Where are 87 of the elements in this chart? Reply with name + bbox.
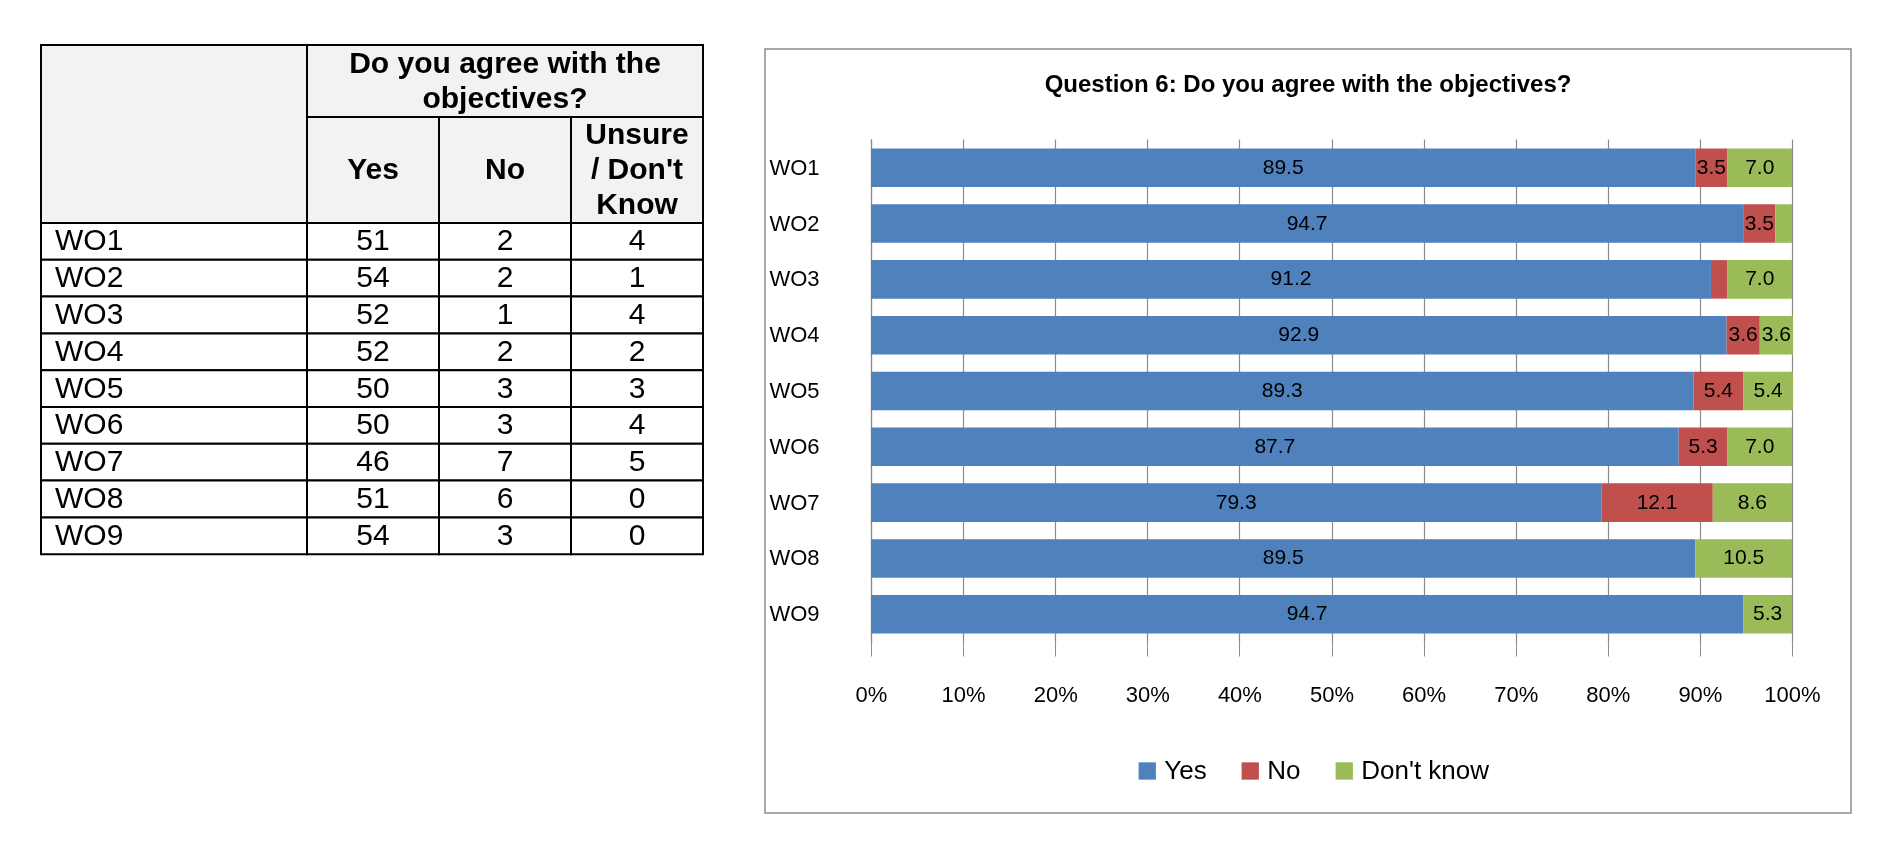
- data-label: 2: [628, 333, 646, 367]
- data-label: 4: [628, 297, 646, 330]
- data-label: 5.4: [1703, 378, 1734, 401]
- data-label: 94.7: [1286, 601, 1328, 625]
- text: Do you agree with the objectives?: [349, 45, 661, 114]
- x-tick-label: 100%: [1764, 681, 1821, 707]
- x-tick-label: 90%: [1678, 681, 1723, 707]
- category-label: WO4: [55, 333, 124, 367]
- data-label: 89.3: [1261, 378, 1303, 401]
- data-label: 50: [356, 370, 390, 404]
- series-label: Unsure / Don't Know: [585, 117, 689, 220]
- data-label: 4: [628, 407, 646, 441]
- data-label: 2: [496, 223, 514, 257]
- data-label: 3.6: [1761, 322, 1791, 346]
- data-label: 3.6: [1728, 322, 1758, 346]
- data-label: 50: [356, 407, 390, 441]
- data-label: 3: [628, 370, 646, 404]
- category-label: WO5: [55, 370, 124, 404]
- x-tick-label: 0%: [855, 681, 888, 707]
- data-label: 7.0: [1745, 154, 1775, 178]
- data-label: 7: [496, 444, 514, 478]
- data-label: 89.5: [1262, 545, 1304, 569]
- y-tick-label: WO6: [769, 433, 820, 459]
- y-tick-label: WO9: [769, 601, 820, 627]
- data-label: 3: [496, 407, 514, 441]
- category-label: WO3: [55, 297, 124, 330]
- category-label: WO6: [55, 407, 124, 441]
- chart-title: Question 6: Do you agree with the objectives?: [1044, 70, 1572, 98]
- data-label: 51: [356, 481, 390, 514]
- x-tick-label: 50%: [1309, 681, 1355, 707]
- legend-label: Don't know: [1361, 755, 1490, 785]
- data-label: 87.7: [1254, 433, 1296, 457]
- x-tick-label: 40%: [1217, 681, 1262, 707]
- series-label: No: [485, 152, 525, 185]
- category-label: WO9: [55, 517, 124, 551]
- data-label: 51: [356, 223, 390, 257]
- series-label: Yes: [347, 152, 399, 185]
- data-label: 46: [356, 444, 390, 478]
- data-label: 3.5: [1744, 210, 1774, 234]
- data-label: 10.5: [1723, 545, 1765, 569]
- data-label: 4: [628, 223, 646, 257]
- y-tick-label: WO5: [769, 378, 820, 403]
- y-tick-label: WO2: [769, 210, 820, 236]
- data-label: 1: [628, 260, 646, 294]
- data-label: 52: [356, 297, 390, 330]
- data-label: 3: [496, 370, 514, 404]
- data-label: 79.3: [1215, 489, 1257, 513]
- data-label: 52: [356, 333, 390, 367]
- data-label: 54: [356, 260, 390, 294]
- x-tick-label: 30%: [1125, 681, 1170, 707]
- x-tick-label: 80%: [1586, 681, 1631, 707]
- x-tick-label: 10%: [941, 681, 986, 707]
- data-label: 12.1: [1636, 489, 1678, 513]
- data-label: 2: [496, 333, 514, 367]
- legend-label: No: [1267, 755, 1301, 785]
- category-label: WO1: [55, 223, 124, 257]
- data-label: 7.0: [1745, 433, 1775, 457]
- x-tick-label: 70%: [1494, 681, 1539, 707]
- category-label: WO8: [55, 481, 124, 514]
- data-label: 6: [496, 481, 514, 514]
- y-tick-label: WO4: [769, 322, 820, 348]
- y-tick-label: WO7: [769, 489, 820, 515]
- data-label: 89.5: [1262, 154, 1304, 178]
- data-label: 5.4: [1753, 378, 1783, 401]
- category-label: WO2: [55, 260, 124, 294]
- y-tick-label: WO1: [769, 154, 820, 180]
- data-label: 3.5: [1696, 154, 1727, 178]
- data-label: 91.2: [1270, 266, 1312, 290]
- data-label: 54: [356, 517, 390, 551]
- data-label: 92.9: [1278, 322, 1320, 346]
- y-tick-label: WO3: [769, 266, 820, 292]
- data-label: 5.3: [1752, 601, 1783, 625]
- data-label: 0: [628, 517, 646, 551]
- data-label: 5: [628, 444, 646, 478]
- data-label: 1: [496, 297, 514, 330]
- data-label: 5.3: [1688, 433, 1718, 457]
- data-label: 94.7: [1286, 210, 1328, 234]
- y-tick-label: WO8: [769, 545, 820, 571]
- data-label: 2: [496, 260, 514, 294]
- data-label: 3: [496, 517, 514, 551]
- data-label: 0: [628, 481, 646, 514]
- category-label: WO7: [55, 444, 124, 478]
- x-tick-label: 60%: [1402, 681, 1447, 707]
- data-label: 7.0: [1745, 266, 1775, 290]
- legend-label: Yes: [1164, 755, 1207, 785]
- data-label: 8.6: [1737, 489, 1767, 513]
- x-tick-label: 20%: [1033, 681, 1078, 707]
